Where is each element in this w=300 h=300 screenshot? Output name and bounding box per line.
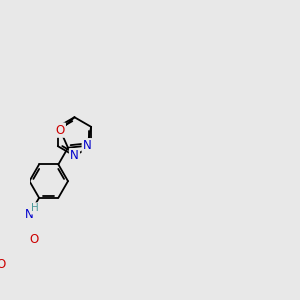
Text: N: N [25, 208, 34, 221]
Text: O: O [0, 258, 5, 271]
Text: H: H [31, 203, 39, 213]
Text: N: N [70, 149, 79, 162]
Text: N: N [83, 139, 92, 152]
Text: O: O [29, 233, 39, 246]
Text: O: O [56, 124, 65, 136]
